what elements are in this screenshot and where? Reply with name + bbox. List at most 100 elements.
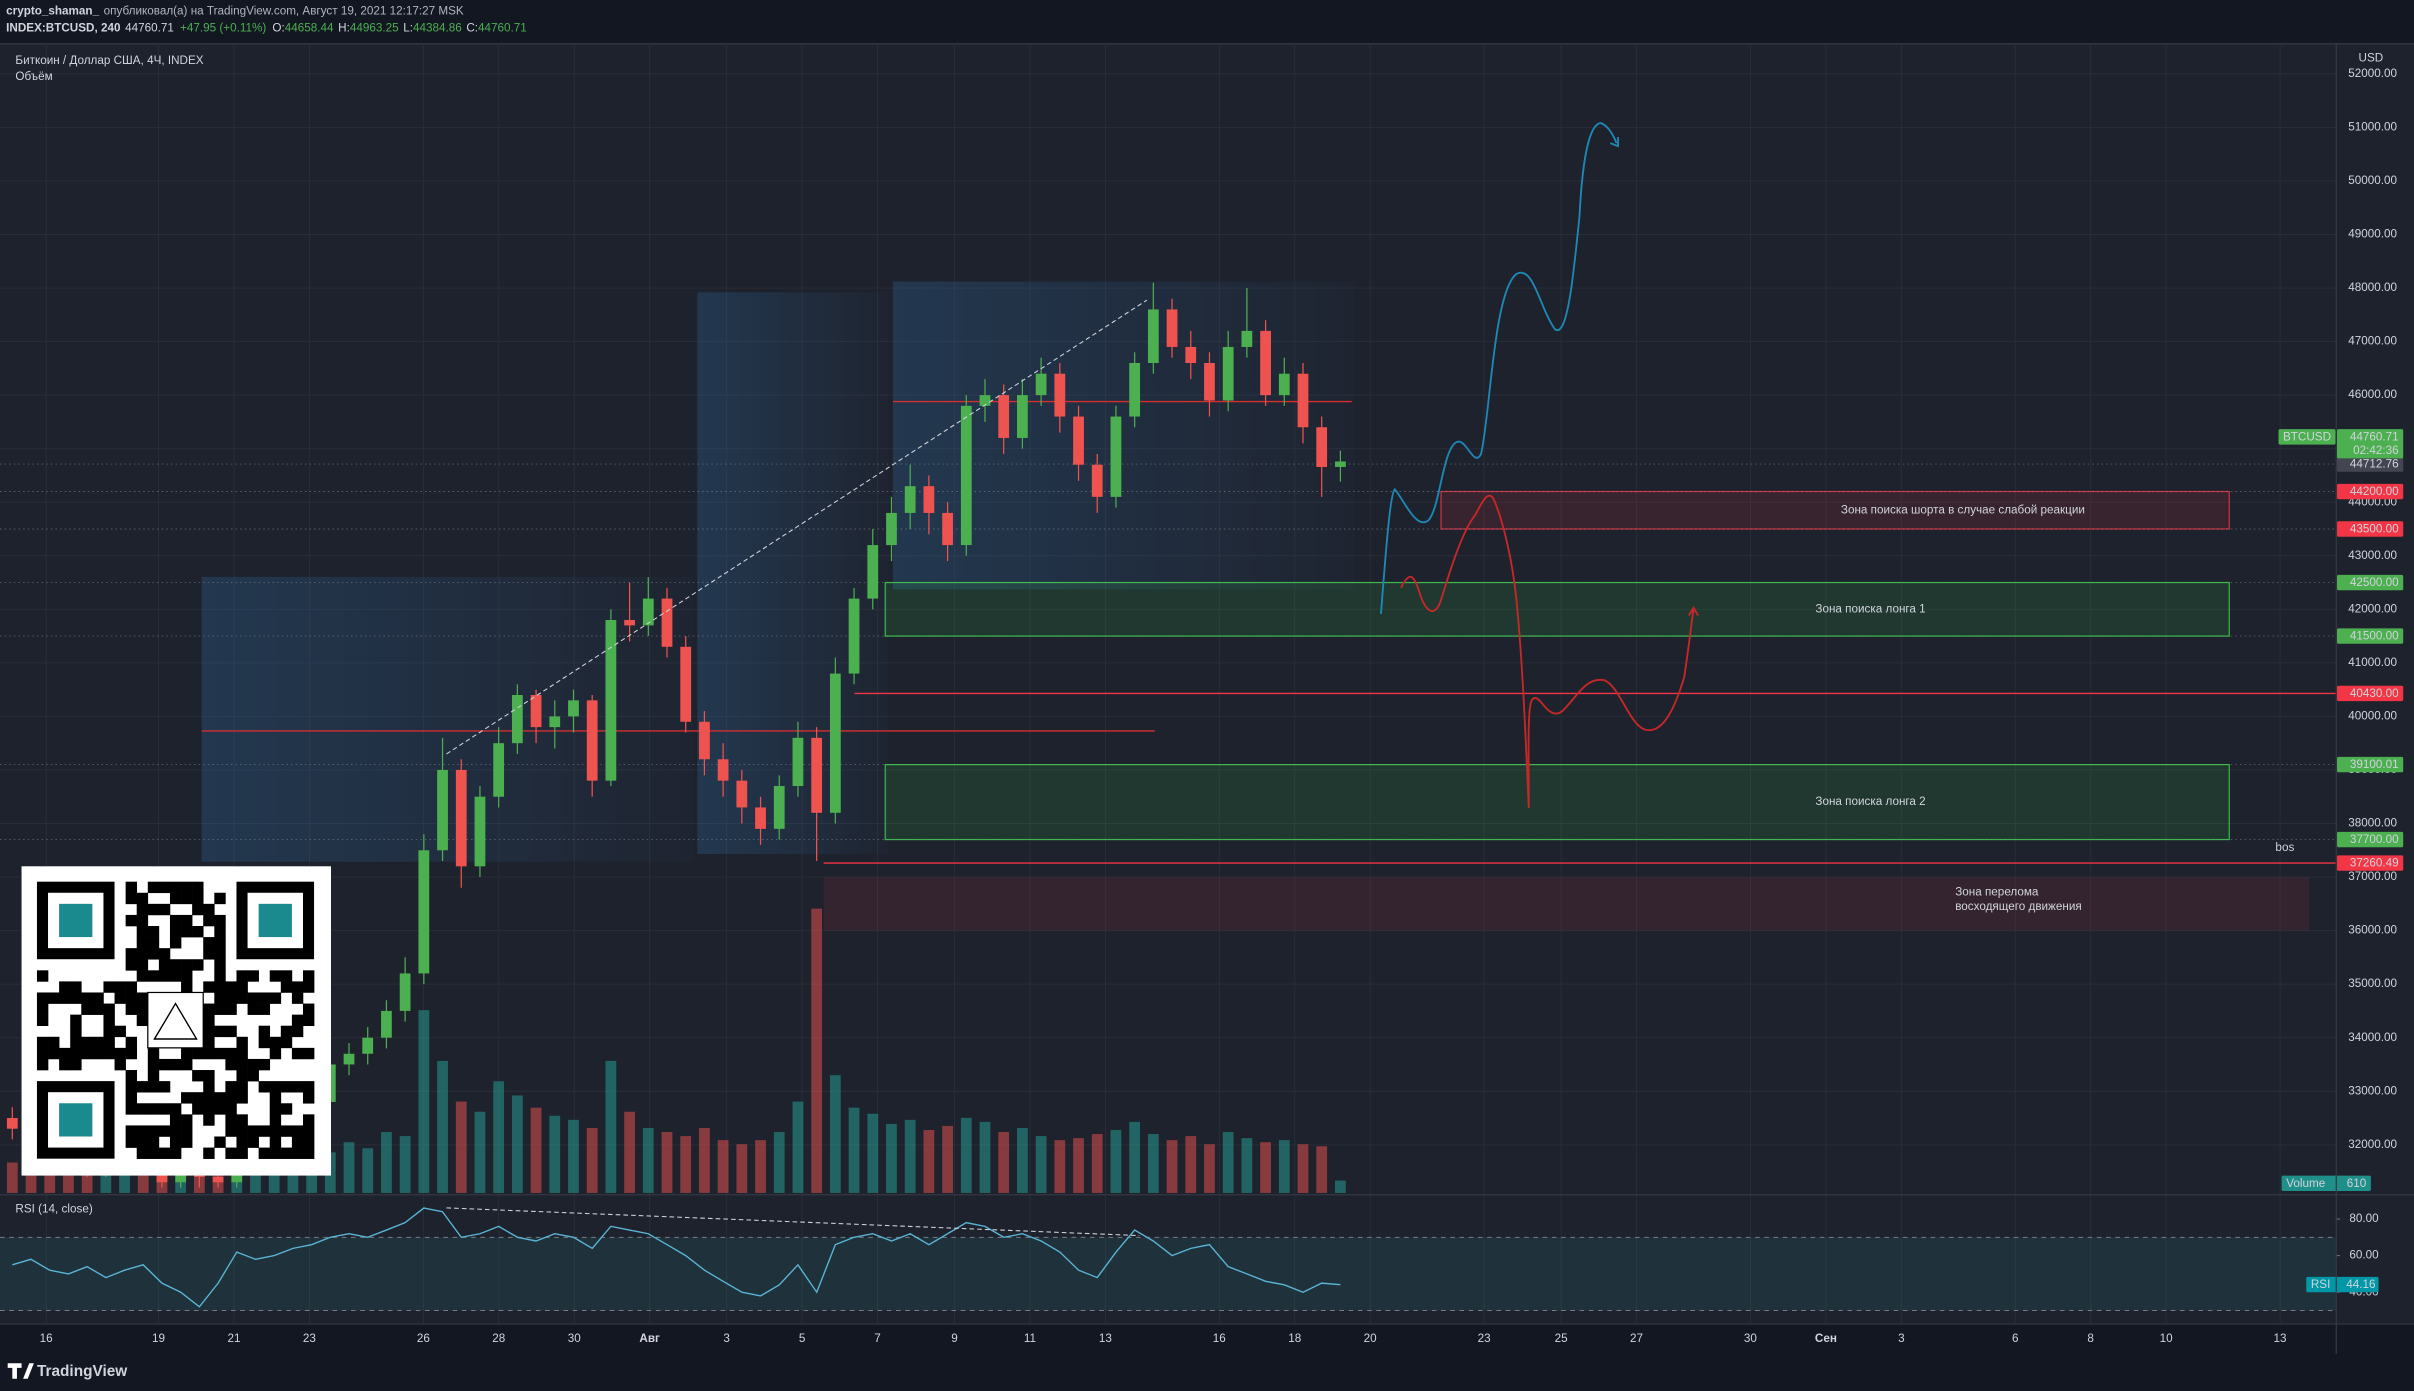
qr-module bbox=[225, 1147, 237, 1159]
qr-module bbox=[147, 903, 160, 916]
qr-module bbox=[147, 948, 160, 960]
qr-module bbox=[181, 892, 193, 905]
qr-module bbox=[158, 948, 171, 960]
qr-module bbox=[169, 937, 182, 949]
qr-module bbox=[203, 1025, 215, 1038]
qr-module bbox=[214, 892, 226, 905]
qr-finder-core bbox=[59, 1103, 93, 1137]
qr-module bbox=[302, 1014, 315, 1027]
volume-bar bbox=[1035, 1136, 1047, 1193]
qr-module bbox=[136, 970, 149, 982]
qr-module bbox=[136, 1136, 149, 1148]
x-tick-label: 8 bbox=[2087, 1332, 2094, 1345]
qr-module bbox=[158, 1125, 171, 1137]
level-badge bbox=[2337, 574, 2404, 591]
qr-module bbox=[236, 1036, 248, 1049]
forecast-down bbox=[1400, 494, 1699, 808]
qr-logo-mark bbox=[153, 1002, 198, 1040]
qr-code bbox=[21, 866, 332, 1176]
level-label: 44712.76 bbox=[2350, 458, 2399, 471]
candle-body bbox=[418, 850, 430, 974]
volume-bar bbox=[979, 1121, 991, 1193]
qr-module bbox=[181, 1058, 193, 1071]
candle-body bbox=[343, 1053, 355, 1065]
forecast-up bbox=[1380, 122, 1619, 615]
zone bbox=[823, 877, 2310, 931]
qr-module bbox=[258, 1025, 271, 1038]
qr-module bbox=[291, 1081, 304, 1093]
qr-module bbox=[192, 1070, 204, 1082]
candle-body bbox=[1335, 461, 1346, 467]
volume-bar bbox=[137, 1162, 149, 1193]
qr-module bbox=[169, 970, 182, 982]
y-tick-label: 33000.00 bbox=[2348, 1084, 2397, 1097]
qr-module bbox=[92, 1047, 104, 1060]
qr-module bbox=[147, 1103, 160, 1115]
qr-module bbox=[125, 1047, 138, 1060]
volume-bar bbox=[886, 1123, 897, 1193]
qr-module bbox=[269, 1092, 282, 1104]
volume-bar bbox=[1017, 1127, 1028, 1193]
y-tick-label: 46000.00 bbox=[2348, 388, 2397, 401]
volume-bar bbox=[942, 1125, 953, 1193]
y-tick-label: 38000.00 bbox=[2348, 817, 2397, 830]
volume-bar bbox=[755, 1140, 766, 1193]
open: 44658.44 bbox=[285, 22, 334, 35]
volume-bar bbox=[867, 1113, 879, 1193]
qr-module bbox=[291, 1136, 304, 1148]
candle-body bbox=[680, 646, 692, 722]
qr-module bbox=[280, 1103, 293, 1115]
candle-body bbox=[1129, 363, 1141, 417]
brand-logo bbox=[7, 1363, 34, 1379]
candle-body bbox=[942, 512, 953, 546]
rsi-line bbox=[12, 1207, 1341, 1308]
qr-module bbox=[125, 1081, 138, 1093]
qr-module bbox=[302, 1047, 315, 1060]
volume-bar bbox=[717, 1140, 729, 1193]
qr-module bbox=[225, 1047, 237, 1060]
qr-module bbox=[48, 1047, 60, 1060]
x-tick-label: 3 bbox=[1898, 1332, 1905, 1345]
qr-module bbox=[291, 1025, 304, 1038]
level-label: 44200.00 bbox=[2350, 485, 2399, 498]
qr-module bbox=[247, 1125, 259, 1137]
qr-module bbox=[280, 1036, 293, 1049]
x-tick-label: 28 bbox=[492, 1332, 505, 1345]
volume-bar bbox=[998, 1132, 1010, 1193]
qr-module bbox=[269, 1036, 282, 1049]
qr-module bbox=[169, 1136, 182, 1148]
qr-module bbox=[125, 1125, 138, 1137]
volume-bar bbox=[773, 1132, 785, 1193]
x-tick-label: 20 bbox=[1364, 1332, 1378, 1345]
volume-bar bbox=[605, 1060, 617, 1193]
qr-module bbox=[125, 1070, 138, 1082]
zone bbox=[1440, 490, 2230, 530]
zone-label: Зона поиска лонга 1 bbox=[1815, 602, 1925, 615]
volume-bar bbox=[960, 1117, 972, 1193]
candle-body bbox=[661, 598, 673, 647]
qr-module bbox=[236, 1047, 248, 1060]
qr-module bbox=[192, 881, 204, 894]
volume-bar bbox=[63, 1162, 74, 1193]
qr-module bbox=[158, 903, 171, 916]
brand: TradingView bbox=[37, 1363, 127, 1380]
y-tick-label: 52000.00 bbox=[2348, 67, 2397, 80]
qr-module bbox=[214, 1047, 226, 1060]
candle-body bbox=[979, 395, 991, 406]
candle-body bbox=[530, 694, 542, 728]
x-tick-label: 6 bbox=[2012, 1332, 2019, 1345]
volume-value: 610 bbox=[2347, 1177, 2367, 1190]
qr-module bbox=[203, 1092, 215, 1104]
x-tick-label: 11 bbox=[1024, 1332, 1036, 1345]
x-tick-label: 13 bbox=[2274, 1332, 2287, 1345]
volume-bar bbox=[848, 1107, 860, 1193]
qr-module bbox=[225, 1081, 237, 1093]
qr-module bbox=[258, 1036, 271, 1049]
y-tick-label: 42000.00 bbox=[2348, 602, 2397, 615]
volume-bar bbox=[1316, 1146, 1328, 1193]
volume-bar bbox=[493, 1081, 505, 1193]
volume-bar bbox=[455, 1101, 467, 1193]
x-tick-label: 13 bbox=[1099, 1332, 1112, 1345]
rsi-name: RSI bbox=[2311, 1278, 2330, 1291]
rsi-value: 44.16 bbox=[2346, 1278, 2375, 1291]
